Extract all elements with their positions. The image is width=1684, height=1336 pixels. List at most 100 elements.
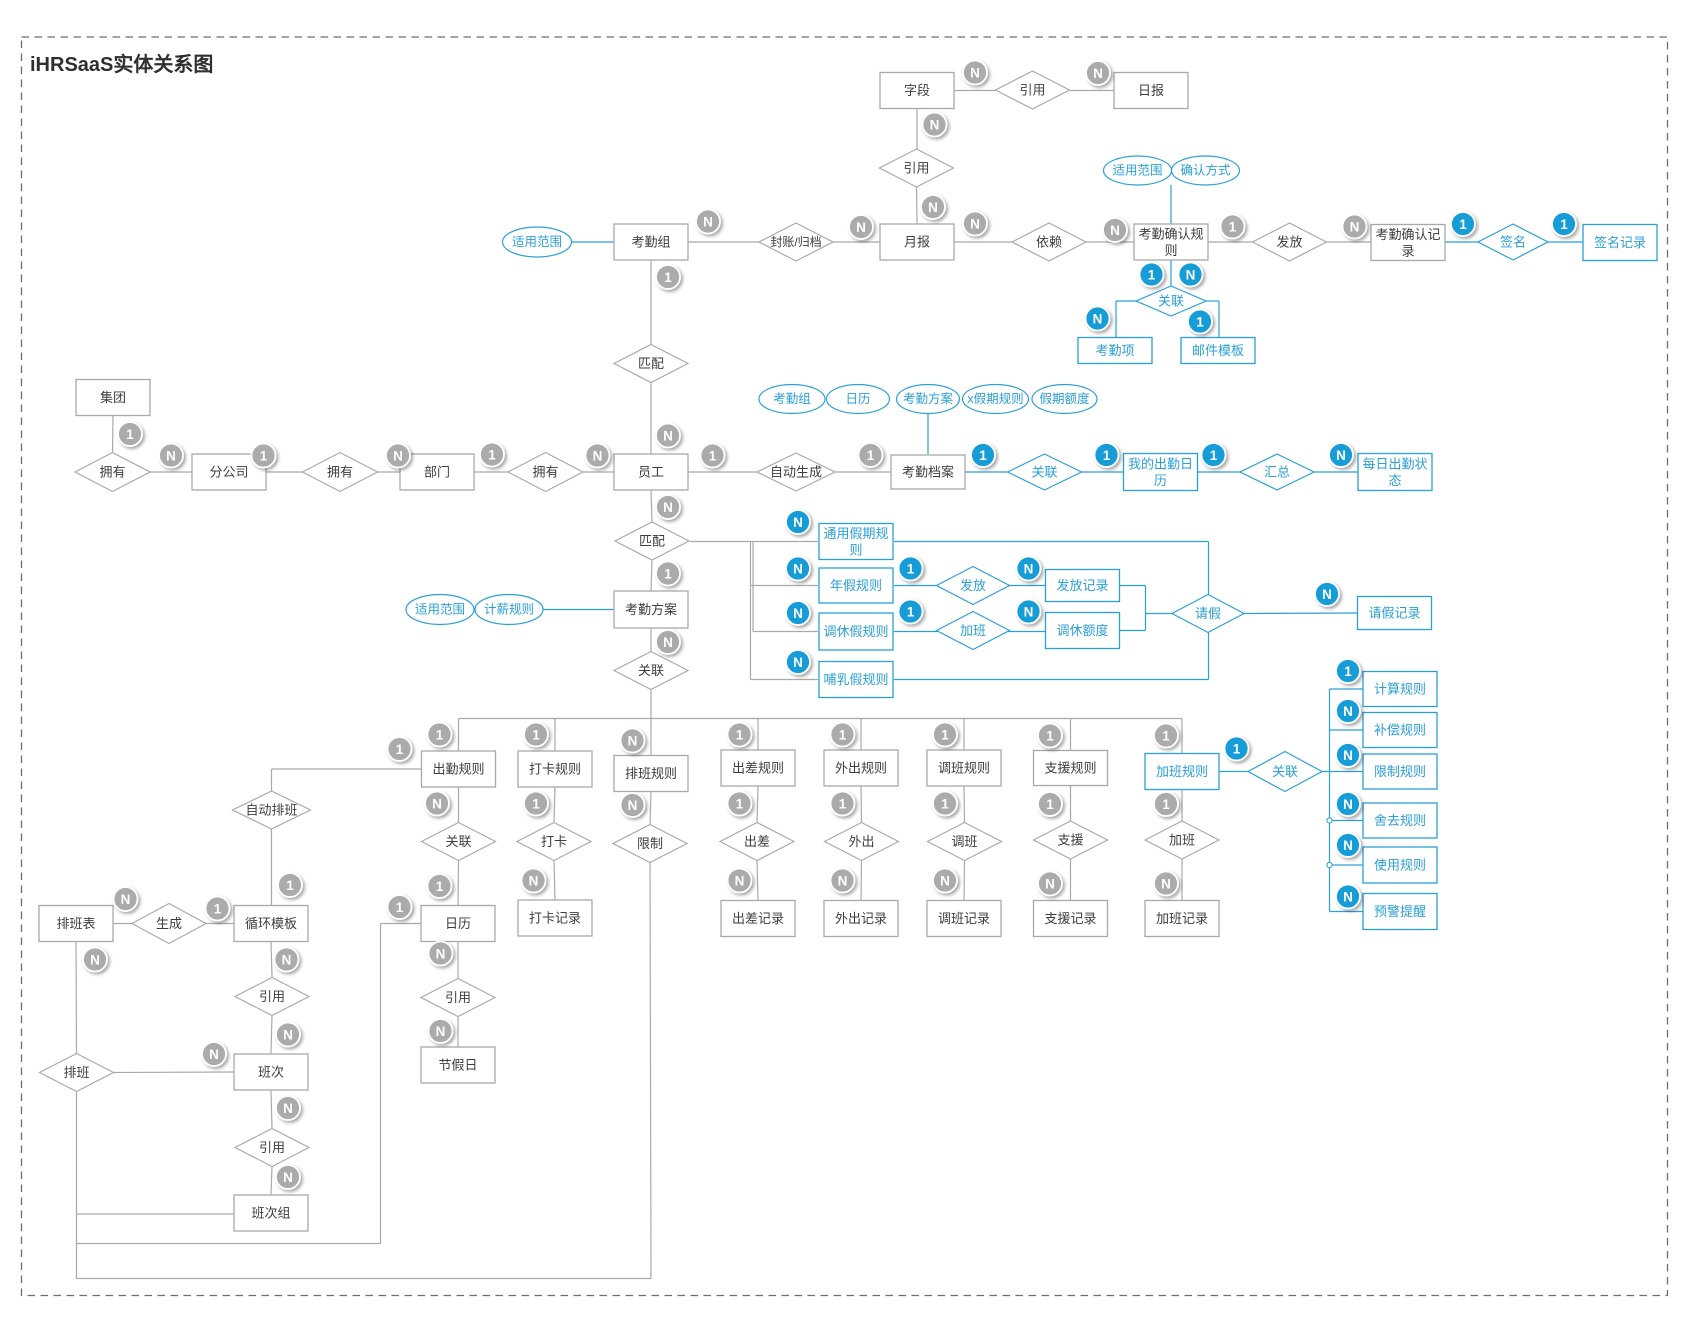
svg-text:出勤规则: 出勤规则 <box>432 762 484 777</box>
svg-text:态: 态 <box>1388 473 1401 488</box>
svg-text:自动排班: 自动排班 <box>245 803 297 818</box>
svg-text:发放: 发放 <box>1276 235 1302 250</box>
svg-text:签名记录: 签名记录 <box>1594 235 1646 250</box>
svg-text:N: N <box>1093 66 1103 81</box>
svg-text:排班规则: 排班规则 <box>625 766 677 781</box>
svg-text:打卡: 打卡 <box>541 834 567 849</box>
svg-text:1: 1 <box>839 797 847 812</box>
svg-text:考勤项: 考勤项 <box>1095 343 1134 358</box>
svg-text:N: N <box>793 655 803 670</box>
svg-text:N: N <box>436 1024 446 1039</box>
svg-text:引用: 引用 <box>903 161 929 176</box>
svg-text:加班记录: 加班记录 <box>1156 911 1208 926</box>
svg-text:iHRSaaS实体关系图: iHRSaaS实体关系图 <box>30 52 213 76</box>
svg-text:生成: 生成 <box>156 916 182 931</box>
svg-text:分公司: 分公司 <box>209 465 248 480</box>
svg-text:N: N <box>663 500 673 515</box>
svg-text:1: 1 <box>907 605 915 620</box>
svg-text:1: 1 <box>1148 268 1156 283</box>
svg-text:适用范围: 适用范围 <box>415 603 465 617</box>
svg-text:考勤确认规: 考勤确认规 <box>1138 227 1203 242</box>
svg-text:1: 1 <box>1046 797 1054 812</box>
svg-text:N: N <box>1186 268 1196 283</box>
svg-text:1: 1 <box>396 900 404 915</box>
svg-text:使用规则: 使用规则 <box>1374 858 1426 873</box>
svg-text:1: 1 <box>664 270 672 285</box>
svg-text:确认方式: 确认方式 <box>1180 163 1231 178</box>
svg-text:考勤方案: 考勤方案 <box>625 602 677 617</box>
svg-text:舍去规则: 舍去规则 <box>1374 813 1426 828</box>
svg-text:x假期规则: x假期规则 <box>967 391 1023 406</box>
svg-text:历: 历 <box>1154 473 1167 488</box>
svg-text:请假: 请假 <box>1195 606 1221 621</box>
svg-text:N: N <box>1343 797 1353 812</box>
svg-text:N: N <box>928 200 938 215</box>
svg-text:请假记录: 请假记录 <box>1368 606 1420 621</box>
svg-text:N: N <box>793 515 803 530</box>
svg-text:N: N <box>628 734 638 749</box>
svg-text:我的出勤日: 我的出勤日 <box>1128 457 1193 472</box>
svg-text:N: N <box>1045 877 1055 892</box>
svg-text:出差记录: 出差记录 <box>732 911 784 926</box>
svg-text:外出: 外出 <box>848 834 874 849</box>
svg-text:1: 1 <box>736 728 744 743</box>
svg-text:打卡规则: 打卡规则 <box>529 762 581 777</box>
svg-text:引用: 引用 <box>445 990 471 1005</box>
svg-text:1: 1 <box>941 797 949 812</box>
svg-text:1: 1 <box>736 797 744 812</box>
svg-text:N: N <box>838 874 848 889</box>
svg-text:年假规则: 年假规则 <box>830 578 882 593</box>
svg-text:N: N <box>432 797 442 812</box>
svg-text:日历: 日历 <box>845 392 870 406</box>
svg-text:N: N <box>628 798 638 813</box>
svg-text:则: 则 <box>1164 243 1177 258</box>
svg-text:N: N <box>1350 220 1360 235</box>
svg-text:通用假期规: 通用假期规 <box>823 526 888 541</box>
svg-text:集团: 集团 <box>100 390 126 405</box>
svg-text:1: 1 <box>1162 729 1170 744</box>
svg-text:限制: 限制 <box>637 836 663 851</box>
svg-text:哺乳假规则: 哺乳假规则 <box>823 672 888 687</box>
svg-text:假期额度: 假期额度 <box>1039 391 1090 406</box>
svg-text:出差规则: 出差规则 <box>732 761 784 776</box>
svg-text:N: N <box>283 1170 293 1185</box>
svg-text:自动生成: 自动生成 <box>770 465 822 480</box>
svg-text:班次: 班次 <box>258 1065 284 1080</box>
svg-text:支援规则: 支援规则 <box>1044 761 1096 776</box>
svg-text:1: 1 <box>396 742 404 757</box>
svg-text:1: 1 <box>286 878 294 893</box>
svg-text:N: N <box>529 874 539 889</box>
svg-text:1: 1 <box>1229 220 1237 235</box>
svg-text:节假日: 节假日 <box>438 1058 477 1073</box>
svg-text:外出规则: 外出规则 <box>835 761 887 776</box>
svg-text:录: 录 <box>1401 244 1414 259</box>
svg-text:关联: 关联 <box>1031 465 1057 480</box>
svg-text:N: N <box>1024 605 1034 620</box>
svg-text:适用范围: 适用范围 <box>512 235 562 249</box>
svg-text:适用范围: 适用范围 <box>1112 164 1162 178</box>
svg-text:1: 1 <box>1459 217 1467 232</box>
svg-text:外出记录: 外出记录 <box>835 911 887 926</box>
svg-text:日报: 日报 <box>1138 83 1164 98</box>
svg-text:1: 1 <box>839 728 847 743</box>
svg-text:N: N <box>283 1101 293 1116</box>
svg-text:考勤方案: 考勤方案 <box>903 391 954 406</box>
svg-text:N: N <box>593 449 603 464</box>
svg-text:调班记录: 调班记录 <box>938 911 990 926</box>
svg-text:补偿规则: 补偿规则 <box>1374 723 1426 738</box>
svg-text:则: 则 <box>849 543 862 558</box>
svg-text:N: N <box>735 874 745 889</box>
svg-text:员工: 员工 <box>638 465 664 480</box>
svg-text:N: N <box>283 1028 293 1043</box>
svg-text:1: 1 <box>1344 664 1352 679</box>
svg-text:1: 1 <box>1233 742 1241 757</box>
svg-text:1: 1 <box>436 728 444 743</box>
svg-text:N: N <box>1110 223 1120 238</box>
svg-text:签名: 签名 <box>1500 235 1526 250</box>
svg-text:关联: 关联 <box>1272 764 1298 779</box>
svg-text:调班: 调班 <box>951 834 977 849</box>
svg-text:1: 1 <box>1162 797 1170 812</box>
svg-text:1: 1 <box>1196 315 1204 330</box>
svg-text:N: N <box>940 874 950 889</box>
svg-text:1: 1 <box>1560 217 1568 232</box>
